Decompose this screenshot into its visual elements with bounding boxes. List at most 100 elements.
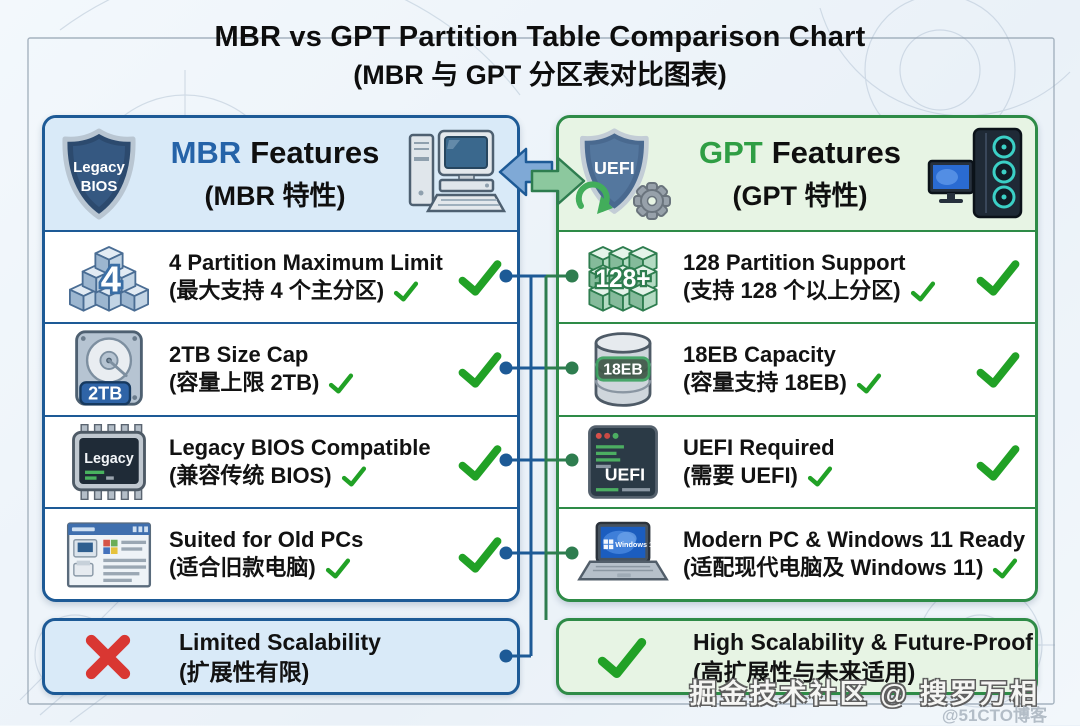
feature-text: Legacy BIOS Compatible (兼容传统 BIOS) (161, 434, 449, 490)
mbr-title: MBR Features (147, 135, 403, 171)
gpt-header: UEFI GPT Features (GPT 特性) (559, 118, 1035, 232)
gpt-subtitle: (GPT 特性) (732, 181, 868, 211)
watermark-51cto: @51CTO博客 (941, 706, 1047, 725)
badge-text-line2: BIOS (81, 178, 118, 195)
gpt-title: GPT Features (677, 135, 923, 171)
mbr-row-partition-limit: 4 4 Partition Maximum Limit (最大支持 4 个主分区… (45, 232, 517, 325)
old-desktop-pc-icon (408, 129, 507, 213)
row-check-cell (967, 439, 1029, 485)
check-icon (457, 254, 503, 300)
check-icon (975, 346, 1021, 392)
check-icon (992, 555, 1018, 581)
partition-cubes-128-icon: 128+ (588, 246, 658, 312)
footer-text: High Scalability & Future-Proof (高扩展性与未来… (685, 627, 1035, 687)
feature-subtitle: (容量上限 2TB) (169, 370, 320, 396)
mbr-column: Legacy BIOS MBR Features (MBR 特性) (42, 115, 520, 602)
icon-label: Legacy (84, 451, 134, 467)
gpt-row-uefi-required: UEFI UEFI Required (需要 UEFI) (559, 416, 1035, 509)
badge-text-line1: Legacy (73, 159, 125, 176)
mbr-title-highlight: MBR (170, 135, 242, 170)
footer-subtitle: (扩展性有限) (179, 658, 310, 685)
row-icon-cell: 18EB (571, 328, 675, 410)
windows11-laptop-icon: Windows 11 (577, 521, 669, 581)
check-icon (856, 370, 882, 396)
feature-subtitle: (需要 UEFI) (683, 462, 798, 488)
icon-label: Windows 11 (615, 540, 657, 549)
modern-gaming-pc-icon (927, 127, 1023, 219)
legacy-bios-shield-icon: Legacy BIOS (62, 128, 136, 220)
page-title: MBR vs GPT Partition Table Comparison Ch… (0, 20, 1080, 91)
feature-title: 18EB Capacity (683, 342, 836, 368)
feature-subtitle: (最大支持 4 个主分区) (169, 278, 385, 304)
row-check-cell (449, 254, 511, 300)
feature-title: Legacy BIOS Compatible (169, 434, 431, 460)
check-icon (457, 439, 503, 485)
row-icon-cell: 2TB (57, 328, 161, 410)
row-check-cell (967, 254, 1029, 300)
row-icon-cell (57, 516, 161, 592)
check-icon (975, 439, 1021, 485)
check-icon (910, 278, 936, 304)
gear-icon (633, 182, 671, 220)
footer-title: High Scalability & Future-Proof (693, 628, 1033, 655)
uefi-shield-gear-icon: UEFI (575, 128, 671, 220)
check-icon (457, 346, 503, 392)
check-icon (393, 278, 419, 304)
feature-text: 2TB Size Cap (容量上限 2TB) (161, 341, 449, 397)
gpt-row-modern-pc: Windows 11 Modern PC & Windows 11 Ready … (559, 508, 1035, 599)
check-icon (596, 631, 648, 683)
cross-icon (82, 631, 134, 683)
row-check-cell (449, 439, 511, 485)
feature-text: 18EB Capacity (容量支持 18EB) (675, 341, 967, 397)
feature-subtitle: (适合旧款电脑) (169, 554, 316, 580)
database-18eb-icon: 18EB (594, 332, 652, 408)
footer-subtitle: (高扩展性与未来适用) (693, 658, 916, 685)
icon-label: 128+ (595, 266, 650, 293)
legacy-chip-icon: Legacy (72, 423, 146, 500)
row-icon-cell: Legacy (57, 423, 161, 500)
check-icon (325, 555, 351, 581)
feature-title: 2TB Size Cap (169, 342, 309, 368)
check-icon (328, 370, 354, 396)
badge-text-line1: UEFI (594, 158, 635, 178)
row-check-cell (449, 346, 511, 392)
feature-title: 4 Partition Maximum Limit (169, 250, 443, 276)
mbr-row-old-pcs: Suited for Old PCs (适合旧款电脑) (45, 508, 517, 599)
check-icon (975, 254, 1021, 300)
gpt-column: UEFI GPT Features (GPT 特性) (556, 115, 1038, 602)
row-icon-cell: Windows 11 (571, 521, 675, 587)
feature-text: 4 Partition Maximum Limit (最大支持 4 个主分区) (161, 249, 449, 305)
icon-label: 4 (101, 259, 122, 300)
feature-title: UEFI Required (683, 434, 835, 460)
footer-text: Limited Scalability (扩展性有限) (171, 627, 517, 687)
mbr-row-size-cap: 2TB 2TB Size Cap (容量上限 2TB) (45, 324, 517, 417)
icon-label: UEFI (605, 464, 645, 484)
gpt-title-highlight: GPT (699, 135, 763, 170)
title-chinese: (MBR 与 GPT 分区表对比图表) (353, 59, 727, 90)
row-icon-cell: UEFI (571, 421, 675, 503)
mbr-subtitle: (MBR 特性) (204, 181, 346, 211)
feature-text: 128 Partition Support (支持 128 个以上分区) (675, 249, 967, 305)
feature-text: Modern PC & Windows 11 Ready (适配现代电脑及 Wi… (675, 526, 1029, 582)
row-check-cell (967, 346, 1029, 392)
feature-subtitle: (兼容传统 BIOS) (169, 462, 332, 488)
feature-title: Suited for Old PCs (169, 526, 364, 552)
row-icon-cell: 128+ (571, 237, 675, 317)
feature-subtitle: (适配现代电脑及 Windows 11) (683, 554, 984, 580)
gpt-title-rest: Features (771, 135, 901, 170)
row-icon-cell: 4 (57, 237, 161, 317)
feature-text: Suited for Old PCs (适合旧款电脑) (161, 526, 449, 582)
row-check-cell (449, 531, 511, 577)
feature-title: 128 Partition Support (683, 250, 906, 276)
mbr-header-text: MBR Features (MBR 特性) (147, 135, 403, 213)
partition-cubes-4-icon: 4 (68, 246, 150, 312)
old-os-window-icon (66, 522, 152, 588)
uefi-terminal-icon: UEFI (588, 424, 658, 499)
gpt-row-partition-support: 128+ 128 Partition Support (支持 128 个以上分区… (559, 232, 1035, 325)
icon-label: 18EB (603, 362, 643, 379)
watermark-community: 掘金技术社区 @ 搜罗万相 (689, 679, 1040, 709)
hdd-2tb-icon: 2TB (75, 330, 143, 407)
check-icon (341, 463, 367, 489)
mbr-title-rest: Features (250, 135, 380, 170)
footer-icon-cell (559, 631, 685, 683)
